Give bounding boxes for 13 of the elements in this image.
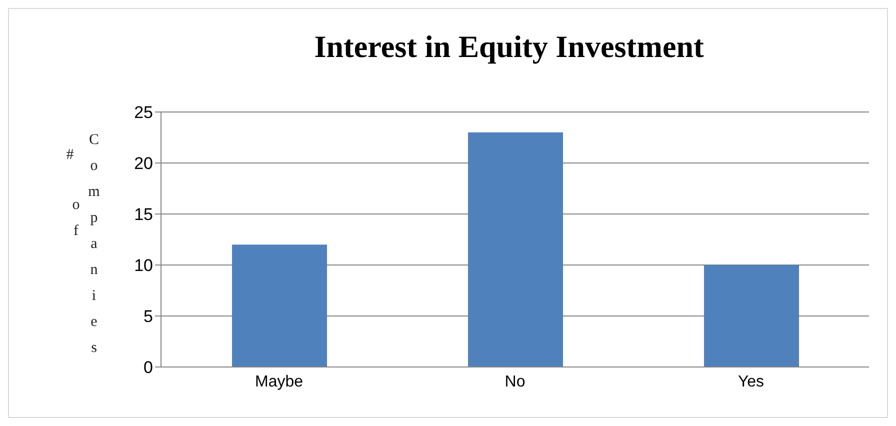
y-tick-label: 15	[134, 205, 153, 224]
bar	[232, 244, 327, 367]
bar	[468, 132, 563, 367]
y-tick-label: 25	[134, 103, 153, 122]
y-tick-label: 10	[134, 256, 153, 276]
x-tick-label: No	[504, 373, 526, 390]
chart-title: Interest in Equity Investment	[313, 29, 705, 65]
y-tick-label: 5	[144, 307, 153, 326]
y-tick-label: 0	[144, 358, 153, 378]
x-tick-label: Yes	[738, 373, 764, 390]
x-tick-label: Maybe	[254, 373, 304, 390]
bar	[704, 265, 799, 367]
y-tick-label: 20	[134, 154, 153, 174]
